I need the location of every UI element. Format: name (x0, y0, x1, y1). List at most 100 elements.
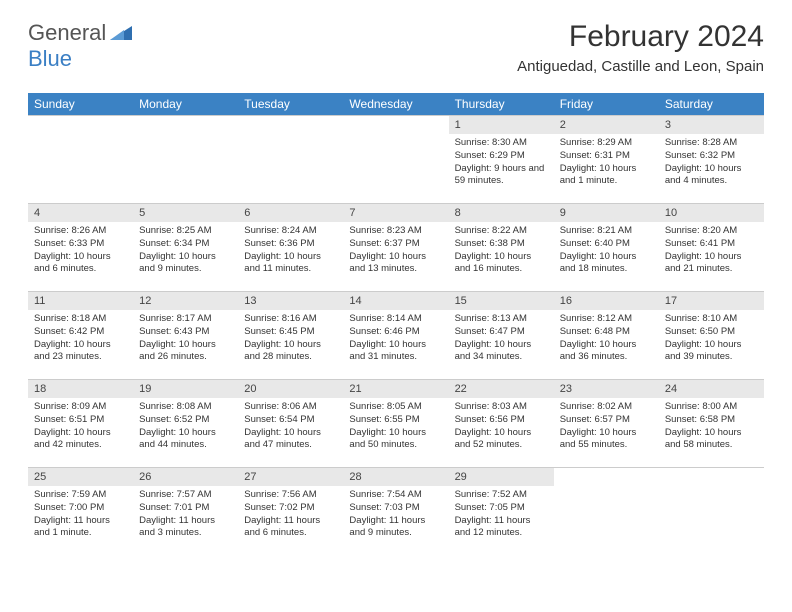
day-number: 15 (449, 292, 554, 310)
calendar-day-cell: . (133, 116, 238, 204)
weekday-header: Saturday (659, 93, 764, 116)
day-number: 8 (449, 204, 554, 222)
calendar-week-row: ....1Sunrise: 8:30 AMSunset: 6:29 PMDayl… (28, 116, 764, 204)
sunset-text: Sunset: 6:58 PM (665, 414, 758, 427)
sunrise-text: Sunrise: 8:13 AM (455, 313, 548, 326)
calendar-week-row: 18Sunrise: 8:09 AMSunset: 6:51 PMDayligh… (28, 380, 764, 468)
page-title: February 2024 (517, 20, 764, 54)
daylight-text: Daylight: 10 hours and 16 minutes. (455, 251, 548, 277)
weekday-header: Monday (133, 93, 238, 116)
sunset-text: Sunset: 6:29 PM (455, 150, 548, 163)
sunrise-text: Sunrise: 8:10 AM (665, 313, 758, 326)
weekday-header: Wednesday (343, 93, 448, 116)
calendar-day-cell: 20Sunrise: 8:06 AMSunset: 6:54 PMDayligh… (238, 380, 343, 468)
day-number: 24 (659, 380, 764, 398)
calendar-day-cell: 19Sunrise: 8:08 AMSunset: 6:52 PMDayligh… (133, 380, 238, 468)
calendar-day-cell: 23Sunrise: 8:02 AMSunset: 6:57 PMDayligh… (554, 380, 659, 468)
sunset-text: Sunset: 6:37 PM (349, 238, 442, 251)
day-details: Sunrise: 8:30 AMSunset: 6:29 PMDaylight:… (449, 134, 554, 191)
sunrise-text: Sunrise: 8:29 AM (560, 137, 653, 150)
day-number: 23 (554, 380, 659, 398)
sunset-text: Sunset: 6:55 PM (349, 414, 442, 427)
sunrise-text: Sunrise: 8:03 AM (455, 401, 548, 414)
calendar-day-cell: 28Sunrise: 7:54 AMSunset: 7:03 PMDayligh… (343, 468, 448, 556)
calendar-day-cell: 29Sunrise: 7:52 AMSunset: 7:05 PMDayligh… (449, 468, 554, 556)
weekday-header: Thursday (449, 93, 554, 116)
sunrise-text: Sunrise: 8:05 AM (349, 401, 442, 414)
daylight-text: Daylight: 10 hours and 31 minutes. (349, 339, 442, 365)
sunrise-text: Sunrise: 8:14 AM (349, 313, 442, 326)
sunrise-text: Sunrise: 8:26 AM (34, 225, 127, 238)
day-details: Sunrise: 8:23 AMSunset: 6:37 PMDaylight:… (343, 222, 448, 279)
daylight-text: Daylight: 10 hours and 52 minutes. (455, 427, 548, 453)
sunset-text: Sunset: 6:31 PM (560, 150, 653, 163)
calendar-day-cell: 9Sunrise: 8:21 AMSunset: 6:40 PMDaylight… (554, 204, 659, 292)
calendar-body: ....1Sunrise: 8:30 AMSunset: 6:29 PMDayl… (28, 116, 764, 556)
sunset-text: Sunset: 6:40 PM (560, 238, 653, 251)
day-details: Sunrise: 8:21 AMSunset: 6:40 PMDaylight:… (554, 222, 659, 279)
calendar-day-cell: 22Sunrise: 8:03 AMSunset: 6:56 PMDayligh… (449, 380, 554, 468)
daylight-text: Daylight: 10 hours and 58 minutes. (665, 427, 758, 453)
day-details: Sunrise: 8:10 AMSunset: 6:50 PMDaylight:… (659, 310, 764, 367)
calendar-day-cell: 10Sunrise: 8:20 AMSunset: 6:41 PMDayligh… (659, 204, 764, 292)
calendar-day-cell: 18Sunrise: 8:09 AMSunset: 6:51 PMDayligh… (28, 380, 133, 468)
day-number: 25 (28, 468, 133, 486)
daylight-text: Daylight: 10 hours and 6 minutes. (34, 251, 127, 277)
header: General February 2024 Antiguedad, Castil… (0, 0, 792, 83)
sunset-text: Sunset: 6:41 PM (665, 238, 758, 251)
logo-triangle-icon (110, 22, 132, 45)
daylight-text: Daylight: 10 hours and 1 minute. (560, 163, 653, 189)
day-details: Sunrise: 8:16 AMSunset: 6:45 PMDaylight:… (238, 310, 343, 367)
sunrise-text: Sunrise: 7:56 AM (244, 489, 337, 502)
day-details: Sunrise: 8:20 AMSunset: 6:41 PMDaylight:… (659, 222, 764, 279)
sunset-text: Sunset: 6:36 PM (244, 238, 337, 251)
daylight-text: Daylight: 10 hours and 34 minutes. (455, 339, 548, 365)
day-number: 1 (449, 116, 554, 134)
day-number: 18 (28, 380, 133, 398)
calendar-day-cell: 8Sunrise: 8:22 AMSunset: 6:38 PMDaylight… (449, 204, 554, 292)
calendar-day-cell: 5Sunrise: 8:25 AMSunset: 6:34 PMDaylight… (133, 204, 238, 292)
sunset-text: Sunset: 6:50 PM (665, 326, 758, 339)
sunrise-text: Sunrise: 8:00 AM (665, 401, 758, 414)
day-details: Sunrise: 8:14 AMSunset: 6:46 PMDaylight:… (343, 310, 448, 367)
day-details: Sunrise: 7:52 AMSunset: 7:05 PMDaylight:… (449, 486, 554, 543)
day-details: Sunrise: 8:13 AMSunset: 6:47 PMDaylight:… (449, 310, 554, 367)
sunrise-text: Sunrise: 8:18 AM (34, 313, 127, 326)
sunset-text: Sunset: 6:56 PM (455, 414, 548, 427)
day-number: 16 (554, 292, 659, 310)
daylight-text: Daylight: 10 hours and 13 minutes. (349, 251, 442, 277)
calendar-day-cell: 3Sunrise: 8:28 AMSunset: 6:32 PMDaylight… (659, 116, 764, 204)
daylight-text: Daylight: 11 hours and 6 minutes. (244, 515, 337, 541)
calendar-day-cell: . (343, 116, 448, 204)
sunset-text: Sunset: 6:43 PM (139, 326, 232, 339)
calendar-day-cell: . (238, 116, 343, 204)
sunrise-text: Sunrise: 8:02 AM (560, 401, 653, 414)
daylight-text: Daylight: 9 hours and 59 minutes. (455, 163, 548, 189)
sunrise-text: Sunrise: 7:57 AM (139, 489, 232, 502)
day-number: 27 (238, 468, 343, 486)
sunset-text: Sunset: 6:48 PM (560, 326, 653, 339)
day-number: 6 (238, 204, 343, 222)
calendar-day-cell: 12Sunrise: 8:17 AMSunset: 6:43 PMDayligh… (133, 292, 238, 380)
day-details: Sunrise: 7:56 AMSunset: 7:02 PMDaylight:… (238, 486, 343, 543)
day-number: 5 (133, 204, 238, 222)
sunrise-text: Sunrise: 8:22 AM (455, 225, 548, 238)
calendar-day-cell: 25Sunrise: 7:59 AMSunset: 7:00 PMDayligh… (28, 468, 133, 556)
day-details: Sunrise: 7:59 AMSunset: 7:00 PMDaylight:… (28, 486, 133, 543)
day-details: Sunrise: 8:03 AMSunset: 6:56 PMDaylight:… (449, 398, 554, 455)
calendar-day-cell: . (28, 116, 133, 204)
day-details: Sunrise: 8:22 AMSunset: 6:38 PMDaylight:… (449, 222, 554, 279)
daylight-text: Daylight: 10 hours and 36 minutes. (560, 339, 653, 365)
day-details: Sunrise: 8:09 AMSunset: 6:51 PMDaylight:… (28, 398, 133, 455)
calendar-table: SundayMondayTuesdayWednesdayThursdayFrid… (28, 93, 764, 556)
sunrise-text: Sunrise: 8:23 AM (349, 225, 442, 238)
day-details: Sunrise: 8:25 AMSunset: 6:34 PMDaylight:… (133, 222, 238, 279)
weekday-header: Tuesday (238, 93, 343, 116)
day-number: 17 (659, 292, 764, 310)
calendar-day-cell: 15Sunrise: 8:13 AMSunset: 6:47 PMDayligh… (449, 292, 554, 380)
sunrise-text: Sunrise: 8:20 AM (665, 225, 758, 238)
sunrise-text: Sunrise: 8:12 AM (560, 313, 653, 326)
calendar-day-cell: 1Sunrise: 8:30 AMSunset: 6:29 PMDaylight… (449, 116, 554, 204)
calendar-week-row: 25Sunrise: 7:59 AMSunset: 7:00 PMDayligh… (28, 468, 764, 556)
daylight-text: Daylight: 10 hours and 42 minutes. (34, 427, 127, 453)
